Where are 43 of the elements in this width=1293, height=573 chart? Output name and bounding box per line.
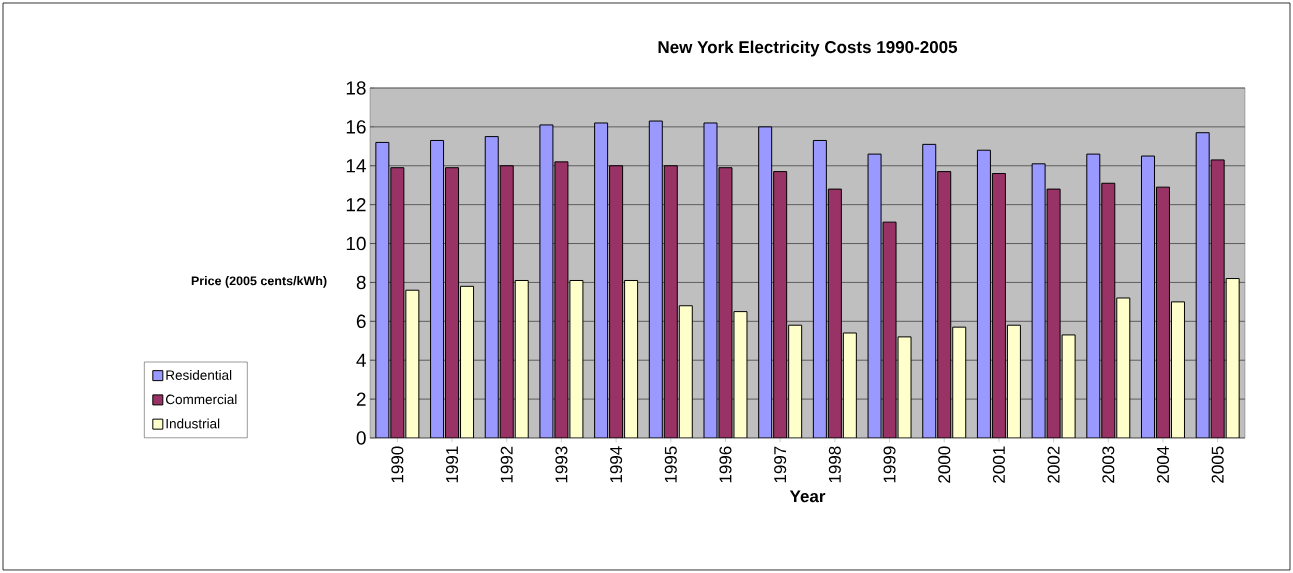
y-tick-label: 2 [356, 392, 366, 406]
x-axis-title: Year [789, 490, 826, 503]
x-tick-label: 1998 [828, 446, 841, 483]
x-tick-label: 1992 [500, 446, 513, 483]
bar [758, 126, 773, 438]
bar [430, 139, 445, 438]
bar [1195, 132, 1210, 438]
x-tick-label: 1993 [555, 446, 568, 483]
x-tick-label: 2005 [1211, 446, 1224, 483]
bar [812, 139, 827, 438]
x-tick-label: 1997 [774, 446, 787, 483]
y-tick-label: 4 [356, 353, 366, 367]
legend-label: Industrial [166, 418, 220, 429]
bar [1086, 153, 1101, 438]
bar [594, 122, 609, 438]
chart-title: New York Electricity Costs 1990-2005 [658, 40, 958, 57]
x-tick-label: 1991 [446, 446, 459, 483]
x-tick-label: 1999 [883, 446, 896, 483]
legend-label: Commercial [166, 394, 237, 405]
y-tick-label: 12 [346, 198, 366, 212]
legend-label: Residential [166, 370, 232, 380]
y-tick-label: 16 [346, 120, 366, 134]
bar [1140, 155, 1155, 438]
bar [976, 149, 991, 438]
x-tick-label: 2001 [992, 446, 1005, 483]
bar [648, 120, 663, 438]
x-tick-label: 2003 [1102, 446, 1115, 483]
x-tick-label: 2004 [1156, 446, 1169, 483]
x-tick-label: 1994 [610, 446, 623, 483]
x-tick-label: 2000 [938, 446, 951, 483]
y-tick-label: 0 [356, 431, 366, 445]
x-tick-label: 1996 [719, 446, 732, 483]
y-axis-title: Price (2005 cents/kWh) [191, 276, 327, 288]
y-tick-label: 14 [346, 159, 366, 173]
y-tick-label: 6 [356, 314, 366, 329]
bar [922, 143, 937, 438]
y-tick-label: 10 [346, 236, 366, 251]
bar [484, 136, 499, 438]
x-tick-label: 1995 [664, 446, 677, 483]
x-tick-label: 1990 [391, 446, 404, 483]
y-tick-label: 8 [356, 275, 366, 290]
x-tick-label: 2002 [1047, 446, 1060, 483]
y-tick-label: 18 [346, 81, 366, 95]
